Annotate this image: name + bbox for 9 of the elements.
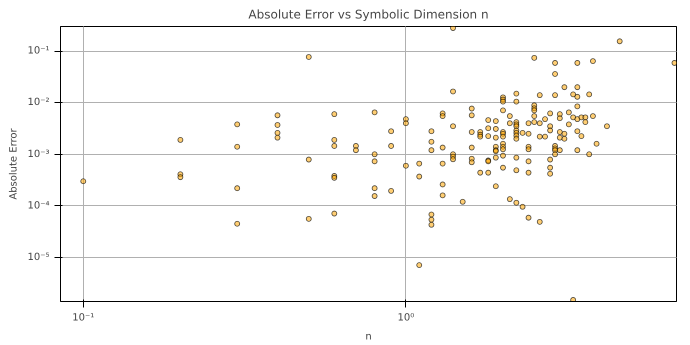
y-tick-label: 10⁻⁵ bbox=[27, 252, 50, 263]
y-tick-label: 10⁻¹ bbox=[27, 46, 50, 57]
y-axis-title: Absolute Error bbox=[8, 127, 20, 200]
y-tick-label: 10⁻² bbox=[27, 97, 50, 108]
y-tick-label: 10⁻⁴ bbox=[27, 200, 50, 212]
y-tick-label: 10⁻³ bbox=[27, 148, 50, 160]
x-tick-label: 10⁰ bbox=[398, 312, 414, 324]
x-axis-title: n bbox=[365, 332, 372, 342]
chart-title: Absolute Error vs Symbolic Dimension n bbox=[248, 8, 489, 22]
